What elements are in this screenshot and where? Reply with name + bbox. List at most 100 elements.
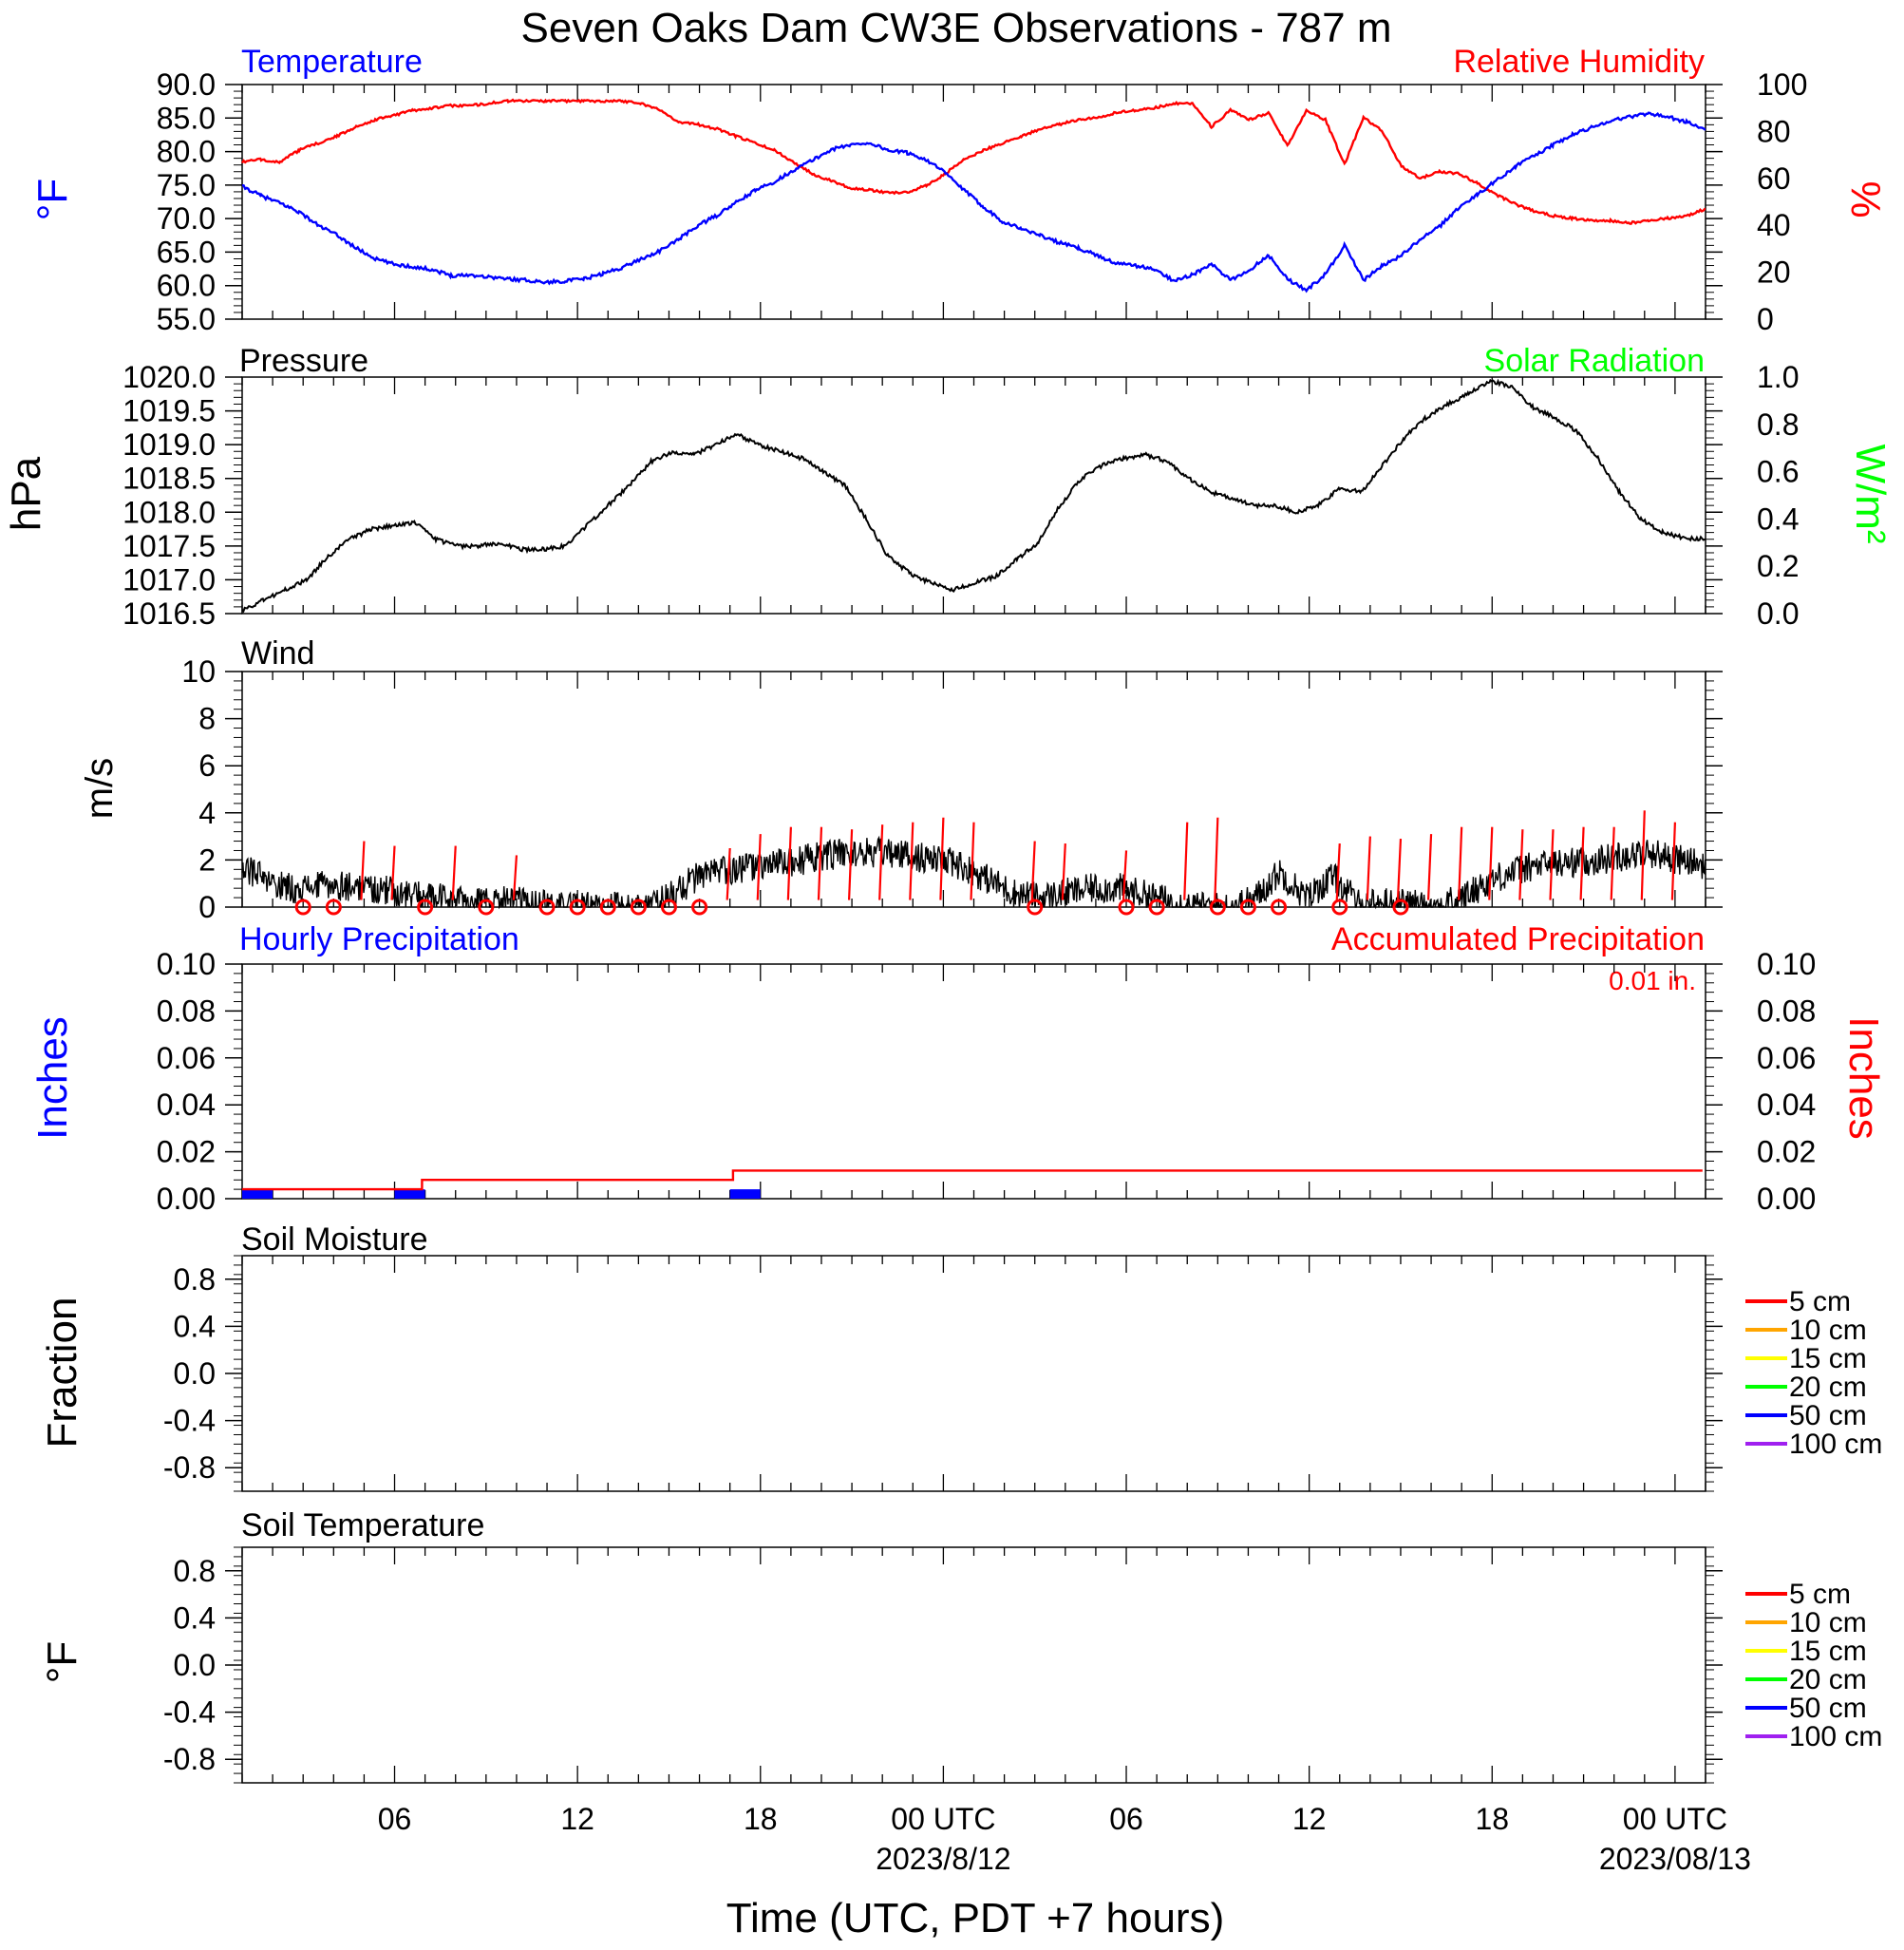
y2-tick-label: 0.0 (1757, 596, 1799, 631)
y-tick-label: -0.4 (163, 1404, 216, 1438)
temperature-series-line (241, 111, 1706, 293)
hourly-precip-bar (242, 1189, 273, 1199)
y-tick-label: 70.0 (157, 201, 216, 236)
calm-wind-marker (1392, 899, 1409, 916)
y-tick-label: 0.04 (157, 1088, 216, 1122)
y-tick-label: 0.0 (174, 1648, 216, 1682)
wind-gust-mark (847, 829, 854, 900)
y2-tick-label: 0.00 (1757, 1182, 1816, 1216)
y-tick-label: 10 (181, 654, 216, 689)
temperature-unit: °F (29, 179, 76, 220)
y-tick-label: 0.0 (174, 1356, 216, 1391)
y-tick-label: 8 (198, 702, 216, 736)
calm-wind-marker (1027, 899, 1044, 916)
calm-wind-marker (660, 899, 677, 916)
calm-wind-marker (538, 899, 556, 916)
wind-gust-mark (1579, 826, 1585, 900)
wind-gust-mark (756, 834, 762, 900)
calm-wind-marker (1239, 899, 1256, 916)
wind-gust-mark (1640, 810, 1646, 900)
accum-precip-title: Accumulated Precipitation (1331, 921, 1705, 957)
wind-gust-mark (909, 822, 914, 900)
y-tick-label: 1020.0 (123, 360, 216, 394)
y2-tick-label: 0.6 (1757, 455, 1799, 489)
wind-gust-mark (1366, 836, 1371, 900)
y2-tick-label: 0 (1757, 302, 1774, 336)
soil-moisture-panel: Soil Moisture Fraction 0.8 0.4 0.0 -0.4 -0.8 (39, 1221, 1723, 1492)
y-tick-label: 75.0 (157, 168, 216, 202)
wind-gust-mark (1335, 842, 1341, 900)
y-tick-label: 4 (198, 796, 216, 830)
wind-unit: m/s (79, 758, 121, 819)
y-tick-label: 65.0 (157, 235, 216, 269)
legend-label: 10 cm (1789, 1315, 1867, 1346)
wind-gust-mark (360, 841, 366, 900)
temperature-humidity-panel: Temperature Relative Humidity °F % 90.08… (29, 44, 1889, 336)
solar-unit: W/m² (1847, 444, 1894, 543)
legend-label: 10 cm (1789, 1607, 1867, 1638)
hourly-precip-bar (729, 1189, 761, 1199)
hourly-precip-title: Hourly Precipitation (239, 921, 519, 957)
wind-gust-mark (726, 847, 731, 900)
y-tick-label: -0.8 (163, 1450, 216, 1485)
y-tick-label: 0.4 (174, 1600, 216, 1635)
x-tick-label: 12 (560, 1802, 594, 1836)
pressure-unit: hPa (3, 456, 49, 531)
calm-wind-marker (599, 899, 616, 916)
y-tick-label: 2 (198, 842, 216, 877)
soil-moisture-title: Soil Moisture (241, 1221, 428, 1258)
y-tick-label: 0.02 (157, 1135, 216, 1169)
wind-gust-mark (817, 826, 823, 900)
solar-title: Solar Radiation (1484, 343, 1705, 379)
y2-tick-label: 20 (1757, 256, 1791, 290)
y2-tick-label: 0.4 (1757, 502, 1799, 536)
y-tick-label: 1019.0 (123, 427, 216, 462)
legend-label: 15 cm (1789, 1343, 1867, 1374)
y-tick-label: 0.8 (174, 1262, 216, 1297)
figure-title: Seven Oaks Dam CW3E Observations - 787 m (521, 5, 1392, 51)
wind-gust-mark (512, 855, 518, 900)
x-tick-label: 18 (744, 1802, 778, 1836)
y-tick-label: 6 (198, 748, 216, 783)
y-tick-label: 0.06 (157, 1041, 216, 1075)
pressure-solar-panel: Pressure Solar Radiation hPa W/m² 1020.0… (3, 343, 1894, 631)
calm-wind-marker (478, 899, 495, 916)
wind-gust-mark (939, 817, 945, 900)
legend-label: 100 cm (1789, 1721, 1882, 1752)
wind-gust-mark (1610, 826, 1615, 900)
y-tick-label: 0.8 (174, 1554, 216, 1588)
x-axis-label: Time (UTC, PDT +7 hours) (726, 1895, 1224, 1941)
wind-gust-mark (1061, 842, 1066, 900)
y2-tick-label: 80 (1757, 114, 1791, 148)
y-tick-label: 85.0 (157, 101, 216, 135)
y-tick-label: 55.0 (157, 302, 216, 336)
wind-gust-mark (1396, 839, 1403, 900)
legend-label: 50 cm (1789, 1693, 1867, 1724)
wind-gust-mark (1426, 834, 1433, 900)
wind-title: Wind (241, 635, 314, 672)
y-tick-label: 1017.0 (123, 562, 216, 596)
legend-label: 20 cm (1789, 1372, 1867, 1403)
y-tick-label: 1016.5 (123, 596, 216, 631)
y2-tick-label: 0.02 (1757, 1135, 1816, 1169)
wind-gust-mark (1122, 850, 1128, 900)
calm-wind-marker (569, 899, 586, 916)
wind-gust-mark (1030, 841, 1036, 900)
calm-wind-marker (630, 899, 647, 916)
calm-wind-marker (1331, 899, 1348, 916)
hourly-precip-bar (394, 1189, 425, 1199)
calm-wind-marker (1209, 899, 1226, 916)
calm-wind-marker (1118, 899, 1135, 916)
y-tick-label: -0.8 (163, 1742, 216, 1776)
legend-label: 20 cm (1789, 1664, 1867, 1695)
calm-wind-marker (417, 899, 434, 916)
humidity-series-line (241, 98, 1706, 226)
legend-label: 15 cm (1789, 1636, 1867, 1667)
legend-label: 100 cm (1789, 1429, 1882, 1460)
pressure-series-line (241, 378, 1706, 614)
accum-precip-unit: Inches (1840, 1016, 1887, 1140)
calm-wind-marker (294, 899, 311, 916)
